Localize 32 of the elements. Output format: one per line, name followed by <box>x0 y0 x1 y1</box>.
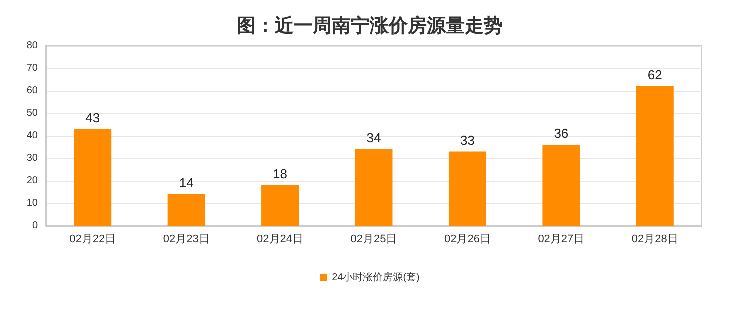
x-tick-label: 02月27日 <box>538 234 585 246</box>
y-tick-label: 70 <box>26 63 38 74</box>
y-tick-label: 30 <box>26 153 38 164</box>
data-label: 62 <box>648 68 662 82</box>
data-label: 14 <box>179 176 194 190</box>
x-tick-label: 02月22日 <box>70 234 116 246</box>
legend-label: 24小时涨价房源(套) <box>332 272 420 284</box>
data-label: 34 <box>366 130 382 146</box>
bar <box>636 86 674 226</box>
y-tick-label: 40 <box>26 130 38 142</box>
y-tick-label: 80 <box>26 40 38 52</box>
y-tick-label: 60 <box>26 86 38 96</box>
data-label: 33 <box>460 132 475 148</box>
x-tick-label: 02月25日 <box>350 234 398 246</box>
y-tick-label: 0 <box>32 220 38 232</box>
data-label: 43 <box>86 110 100 126</box>
x-tick-label: 02月24日 <box>257 234 304 246</box>
data-label: 18 <box>273 166 288 182</box>
bar <box>262 186 300 226</box>
x-tick-label: 02月23日 <box>163 234 210 246</box>
bar <box>168 194 206 226</box>
chart-title: 图：近一周南宁涨价房源量走势 <box>237 15 503 37</box>
bar <box>448 152 486 226</box>
y-tick-label: 20 <box>26 176 38 186</box>
bar <box>74 129 112 226</box>
x-tick-label: 02月26日 <box>444 234 491 246</box>
bar <box>355 150 393 226</box>
data-label: 36 <box>554 126 569 141</box>
x-tick-label: 02月28日 <box>632 234 678 246</box>
y-tick-label: 50 <box>26 108 38 119</box>
bar <box>542 145 580 226</box>
y-tick-label: 10 <box>26 198 38 209</box>
